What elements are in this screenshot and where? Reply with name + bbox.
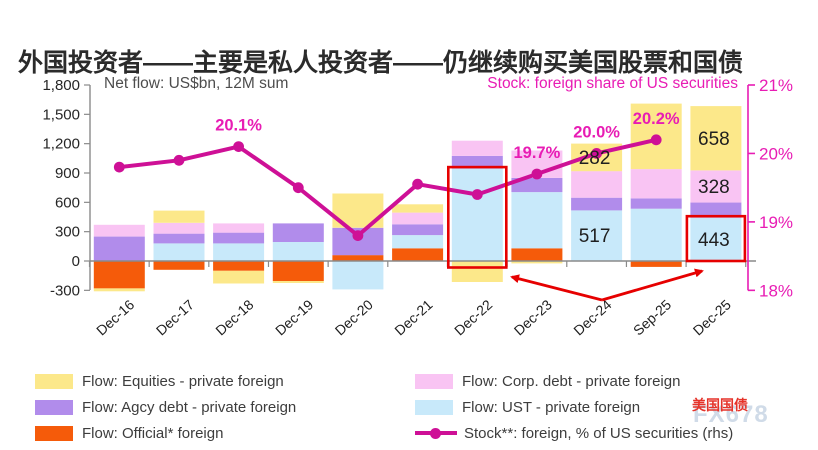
svg-text:19%: 19%	[759, 213, 793, 232]
legend-item-ust: Flow: UST - private foreign	[415, 394, 733, 420]
legend-label-official: Flow: Official* foreign	[82, 424, 224, 442]
svg-text:1,800: 1,800	[42, 77, 80, 94]
legend-column-left: Flow: Equities - private foreign Flow: A…	[35, 368, 296, 446]
svg-text:Dec-16: Dec-16	[93, 296, 137, 338]
legend-item-official: Flow: Official* foreign	[35, 420, 296, 446]
legend-item-agcy: Flow: Agcy debt - private foreign	[35, 394, 296, 420]
ust-swatch-icon	[415, 399, 453, 415]
svg-text:1,500: 1,500	[42, 106, 80, 123]
legend-column-right: Flow: Corp. debt - private foreign Flow:…	[415, 368, 733, 446]
legend-label-equities: Flow: Equities - private foreign	[82, 372, 284, 390]
svg-text:282: 282	[579, 148, 611, 169]
svg-text:0: 0	[72, 253, 80, 270]
equities-swatch-icon	[35, 373, 73, 389]
svg-text:Dec-25: Dec-25	[690, 296, 734, 338]
stacked-bar-line-chart: 1,800 1,500 1,200 900 600 300 0 -300 21% 20% 19% 18…	[42, 76, 793, 338]
svg-text:328: 328	[698, 177, 730, 198]
watermark-fx678: FX678	[693, 401, 769, 428]
svg-text:517: 517	[579, 226, 611, 247]
svg-text:Dec-19: Dec-19	[272, 296, 316, 338]
svg-text:-300: -300	[50, 282, 80, 299]
svg-text:Sep-25: Sep-25	[630, 296, 674, 338]
svg-text:443: 443	[698, 230, 730, 251]
left-axis-title: Net flow: US$bn, 12M sum	[104, 75, 289, 92]
corp-swatch-icon	[415, 373, 453, 389]
official-swatch-icon	[35, 425, 73, 441]
svg-text:900: 900	[55, 165, 80, 182]
svg-text:600: 600	[55, 194, 80, 211]
legend-label-agcy: Flow: Agcy debt - private foreign	[82, 398, 297, 416]
svg-text:Dec-21: Dec-21	[391, 296, 435, 338]
legend-item-equities: Flow: Equities - private foreign	[35, 368, 296, 394]
svg-text:1,200: 1,200	[42, 136, 80, 153]
legend-label-corp: Flow: Corp. debt - private foreign	[462, 372, 681, 390]
svg-text:20%: 20%	[759, 144, 793, 163]
svg-text:Dec-24: Dec-24	[570, 296, 614, 338]
legend-label-ust: Flow: UST - private foreign	[462, 398, 641, 416]
legend-label-stock-line: Stock**: foreign, % of US securities (rh…	[464, 424, 734, 442]
legend-item-corp: Flow: Corp. debt - private foreign	[415, 368, 733, 394]
svg-text:20.1%: 20.1%	[215, 117, 262, 135]
svg-text:Dec-20: Dec-20	[332, 296, 376, 338]
svg-text:19.7%: 19.7%	[514, 144, 561, 162]
svg-text:Dec-18: Dec-18	[212, 296, 256, 338]
svg-text:658: 658	[698, 129, 730, 150]
agcy-swatch-icon	[35, 399, 73, 415]
stock-line-swatch-icon	[415, 426, 457, 441]
right-axis-title: Stock: foreign share of US securities	[487, 75, 738, 92]
svg-text:Dec-22: Dec-22	[451, 296, 495, 338]
legend-item-stock-line: Stock**: foreign, % of US securities (rh…	[415, 420, 733, 446]
svg-text:Dec-17: Dec-17	[153, 296, 197, 338]
svg-text:20.0%: 20.0%	[573, 123, 620, 141]
svg-text:18%: 18%	[759, 281, 793, 300]
svg-text:21%: 21%	[759, 76, 793, 95]
watermark-cn: 美国国债	[692, 397, 748, 413]
svg-text:Dec-23: Dec-23	[511, 296, 555, 338]
svg-text:20.2%: 20.2%	[633, 110, 680, 128]
page-title: 外国投资者——主要是私人投资者——仍继续购买美国股票和国债	[18, 48, 744, 77]
svg-text:300: 300	[55, 224, 80, 241]
